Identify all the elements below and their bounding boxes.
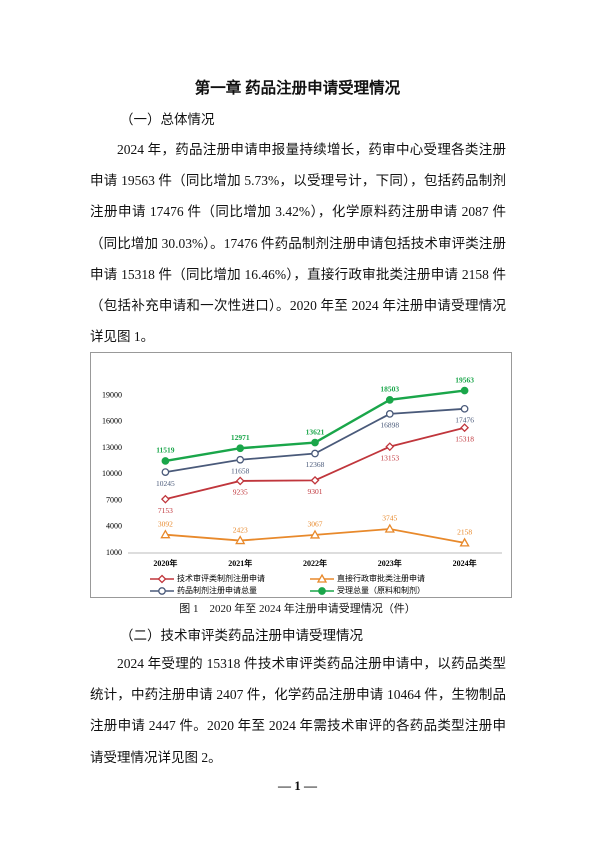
marker [318,587,326,595]
page-number: — 1 — [278,778,317,793]
y-tick-label: 4000 [106,522,122,531]
legend-label: 技术审评类制剂注册申请 [177,573,265,583]
marker [157,574,167,584]
marker [310,475,320,485]
marker [385,395,394,404]
data-label: 3092 [158,519,173,528]
marker [460,386,469,395]
x-tick-label: 2024年 [453,558,477,568]
legend-label: 药品制剂注册申请总量 [177,585,257,595]
chart: 1000 4000 7000 10000 13000 16000 19000 2020年 202… [90,352,512,598]
marker [160,529,171,539]
x-tick-label: 2023年 [378,558,402,568]
y-tick-label: 19000 [102,390,122,399]
legend-label: 受理总量（原料和制剂） [337,585,425,595]
data-label: 2423 [233,525,248,534]
data-label: 10245 [156,479,175,488]
data-label: 11519 [156,446,175,455]
marker [385,442,395,452]
marker [236,444,245,453]
marker [235,535,246,545]
y-tick-label: 7000 [106,495,122,504]
data-label: 7153 [158,506,173,515]
paragraph: 2024 年受理的 15318 件技术审评类药品注册申请中，以药品类型统计，中药… [90,656,506,765]
data-label: 18503 [380,385,399,394]
chapter-title: 第一章 药品注册申请受理情况 [194,80,401,97]
data-label: 3067 [308,520,323,529]
marker [384,523,395,533]
section-heading: （二）技术审评类药品注册申请受理情况 [120,628,363,643]
y-tick-label: 10000 [102,469,122,478]
data-label: 9235 [233,488,248,497]
x-tick-label: 2022年 [303,558,327,568]
marker [316,573,328,583]
data-label: 15318 [455,434,474,443]
data-label: 2158 [457,528,472,537]
marker [309,529,321,539]
paragraph: 2024 年，药品注册申请申报量持续增长，药审中心受理各类注册申请 19563 … [90,142,506,345]
data-label: 16898 [380,421,399,430]
marker [160,494,170,504]
data-label: 11658 [231,466,250,475]
data-label: 19563 [455,375,474,384]
marker [311,449,319,458]
section-heading: （一）总体情况 [120,112,215,127]
marker [235,476,245,486]
x-tick-label: 2021年 [228,558,252,568]
y-tick-label: 13000 [102,443,122,452]
marker [311,438,319,447]
marker [460,404,469,413]
data-label: 12368 [306,460,325,469]
marker [459,537,470,547]
x-tick-label: 2020年 [153,558,177,568]
data-label: 9301 [308,487,323,496]
marker [161,457,170,465]
marker [158,587,166,595]
data-label: 13621 [306,427,325,436]
legend-label: 直接行政审批类注册申请 [337,573,425,583]
marker [161,468,170,476]
data-label: 12971 [231,433,250,442]
y-tick-label: 16000 [102,417,122,426]
data-label: 3745 [382,514,397,523]
marker [236,455,245,464]
marker [385,410,394,418]
figure-caption: 图 1 2020 年至 2024 年注册申请受理情况（件） [179,603,416,615]
marker [460,423,470,433]
data-label: 17476 [455,416,474,425]
y-tick-label: 1000 [106,548,122,557]
data-label: 13153 [380,453,399,462]
